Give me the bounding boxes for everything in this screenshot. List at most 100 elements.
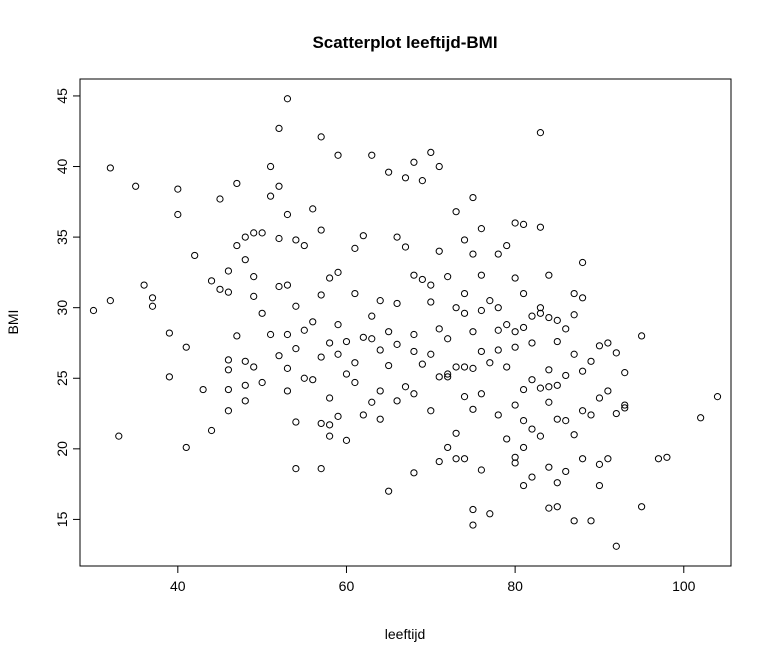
scatter-point (241, 381, 249, 389)
scatter-point (410, 390, 418, 398)
scatter-point (292, 236, 300, 244)
scatter-point (317, 353, 325, 361)
scatter-point (342, 337, 351, 346)
scatter-point (368, 335, 376, 343)
scatter-point (578, 367, 587, 375)
scatter-point (385, 487, 393, 495)
scatter-point (418, 275, 426, 284)
scatter-point (275, 124, 283, 133)
scatter-point (486, 510, 494, 518)
scatter-point (368, 312, 376, 320)
scatter-point (233, 332, 241, 340)
scatter-point (292, 302, 300, 310)
scatter-point (578, 455, 587, 463)
scatter-point (519, 385, 528, 394)
scatter-point (604, 455, 612, 463)
scatter-point (545, 463, 553, 471)
scatter-point (266, 330, 275, 339)
scatter-point (309, 318, 317, 326)
scatter-point (511, 274, 519, 282)
y-axis-label: BMI (5, 310, 21, 335)
scatter-point (536, 384, 545, 392)
scatter-point (638, 503, 646, 511)
scatter-point (385, 361, 393, 370)
scatter-point (292, 418, 300, 426)
scatter-point (182, 343, 190, 351)
x-axis: 40 60 80 100 (170, 565, 696, 594)
scatter-point (503, 241, 511, 250)
scatter-point (283, 330, 292, 339)
x-tick-label: 80 (507, 578, 523, 594)
scatter-point (258, 378, 266, 387)
scatter-point (300, 374, 308, 382)
scatter-point (317, 291, 325, 299)
scatter-point (452, 363, 460, 371)
scatter-point (545, 383, 553, 391)
scatter-point (511, 401, 519, 409)
scatter-point (401, 243, 410, 251)
scatter-point (368, 398, 376, 406)
scatter-point (604, 387, 612, 395)
scatter-point (410, 330, 418, 339)
scatter-point (562, 371, 570, 380)
scatter-point (536, 129, 545, 137)
scatter-point (713, 393, 722, 401)
scatter-point (317, 226, 325, 234)
scatter-point (469, 521, 477, 529)
scatter-point (207, 277, 216, 285)
x-tick-label: 40 (170, 578, 186, 594)
scatter-point (241, 357, 249, 365)
scatter-point (528, 339, 536, 347)
scatter-point (444, 373, 452, 381)
scatter-point (275, 234, 283, 243)
scatter-point (444, 273, 452, 281)
scatter-point (486, 359, 494, 367)
y-tick-label: 25 (54, 370, 70, 386)
scatter-point (148, 302, 157, 310)
scatter-point (385, 328, 393, 336)
scatter-point (553, 381, 561, 389)
scatter-point (359, 333, 367, 341)
scatter-point (460, 455, 469, 463)
x-axis-label: leeftijd (385, 626, 425, 642)
scatter-point (393, 299, 401, 308)
scatter-point (697, 414, 705, 422)
scatter-point (435, 325, 443, 333)
scatter-point (494, 411, 502, 419)
scatter-point (106, 297, 114, 305)
scatter-point (460, 363, 469, 371)
scatter-point (317, 419, 325, 428)
scatter-point (477, 271, 485, 279)
scatter-point (275, 182, 283, 190)
scatter-point (317, 133, 325, 141)
scatter-point (435, 373, 443, 381)
scatter-point (570, 289, 578, 298)
scatter-point (511, 459, 519, 467)
scatter-point (233, 241, 241, 250)
x-tick-label: 60 (339, 578, 355, 594)
scatter-point (435, 457, 443, 466)
scatter-point (326, 421, 334, 429)
scatter-point (553, 316, 561, 324)
scatter-point (595, 342, 604, 350)
scatter-point (309, 205, 317, 213)
scatter-point (452, 429, 460, 437)
scatter-point (191, 251, 199, 260)
scatter-point (452, 455, 460, 463)
scatter-point (241, 397, 249, 405)
scatter-point (216, 195, 224, 203)
scatter-point (545, 313, 553, 322)
scatter-point (258, 229, 266, 237)
scatter-point (654, 455, 663, 463)
scatter-point (351, 289, 359, 298)
scatter-point (376, 297, 384, 305)
scatter-point (595, 460, 604, 468)
scatter-point (207, 426, 216, 435)
scatter-point (469, 250, 477, 258)
scatter-point (528, 312, 536, 320)
scatter-point (621, 401, 629, 409)
scatter-point (469, 364, 477, 372)
scatter-point (536, 432, 545, 440)
scatter-point (300, 326, 308, 334)
scatter-point (519, 443, 528, 452)
